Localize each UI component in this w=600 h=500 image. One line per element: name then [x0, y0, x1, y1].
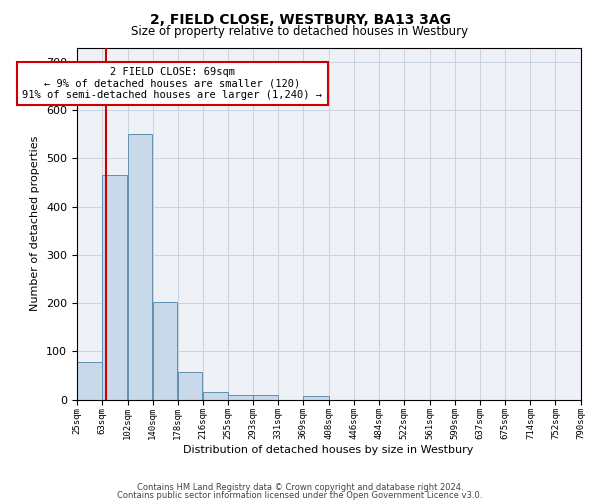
Text: 2, FIELD CLOSE, WESTBURY, BA13 3AG: 2, FIELD CLOSE, WESTBURY, BA13 3AG — [149, 12, 451, 26]
Bar — [178, 372, 202, 400]
Bar — [102, 176, 127, 400]
Bar — [128, 134, 152, 400]
Y-axis label: Number of detached properties: Number of detached properties — [31, 136, 40, 311]
Bar — [229, 394, 253, 400]
Text: Contains HM Land Registry data © Crown copyright and database right 2024.: Contains HM Land Registry data © Crown c… — [137, 484, 463, 492]
X-axis label: Distribution of detached houses by size in Westbury: Distribution of detached houses by size … — [184, 445, 474, 455]
Bar — [253, 394, 278, 400]
Text: Size of property relative to detached houses in Westbury: Size of property relative to detached ho… — [131, 25, 469, 38]
Text: Contains public sector information licensed under the Open Government Licence v3: Contains public sector information licen… — [118, 490, 482, 500]
Text: 2 FIELD CLOSE: 69sqm
← 9% of detached houses are smaller (120)
91% of semi-detac: 2 FIELD CLOSE: 69sqm ← 9% of detached ho… — [22, 67, 322, 100]
Bar — [203, 392, 228, 400]
Bar — [304, 396, 329, 400]
Bar — [153, 302, 178, 400]
Bar — [77, 362, 102, 400]
